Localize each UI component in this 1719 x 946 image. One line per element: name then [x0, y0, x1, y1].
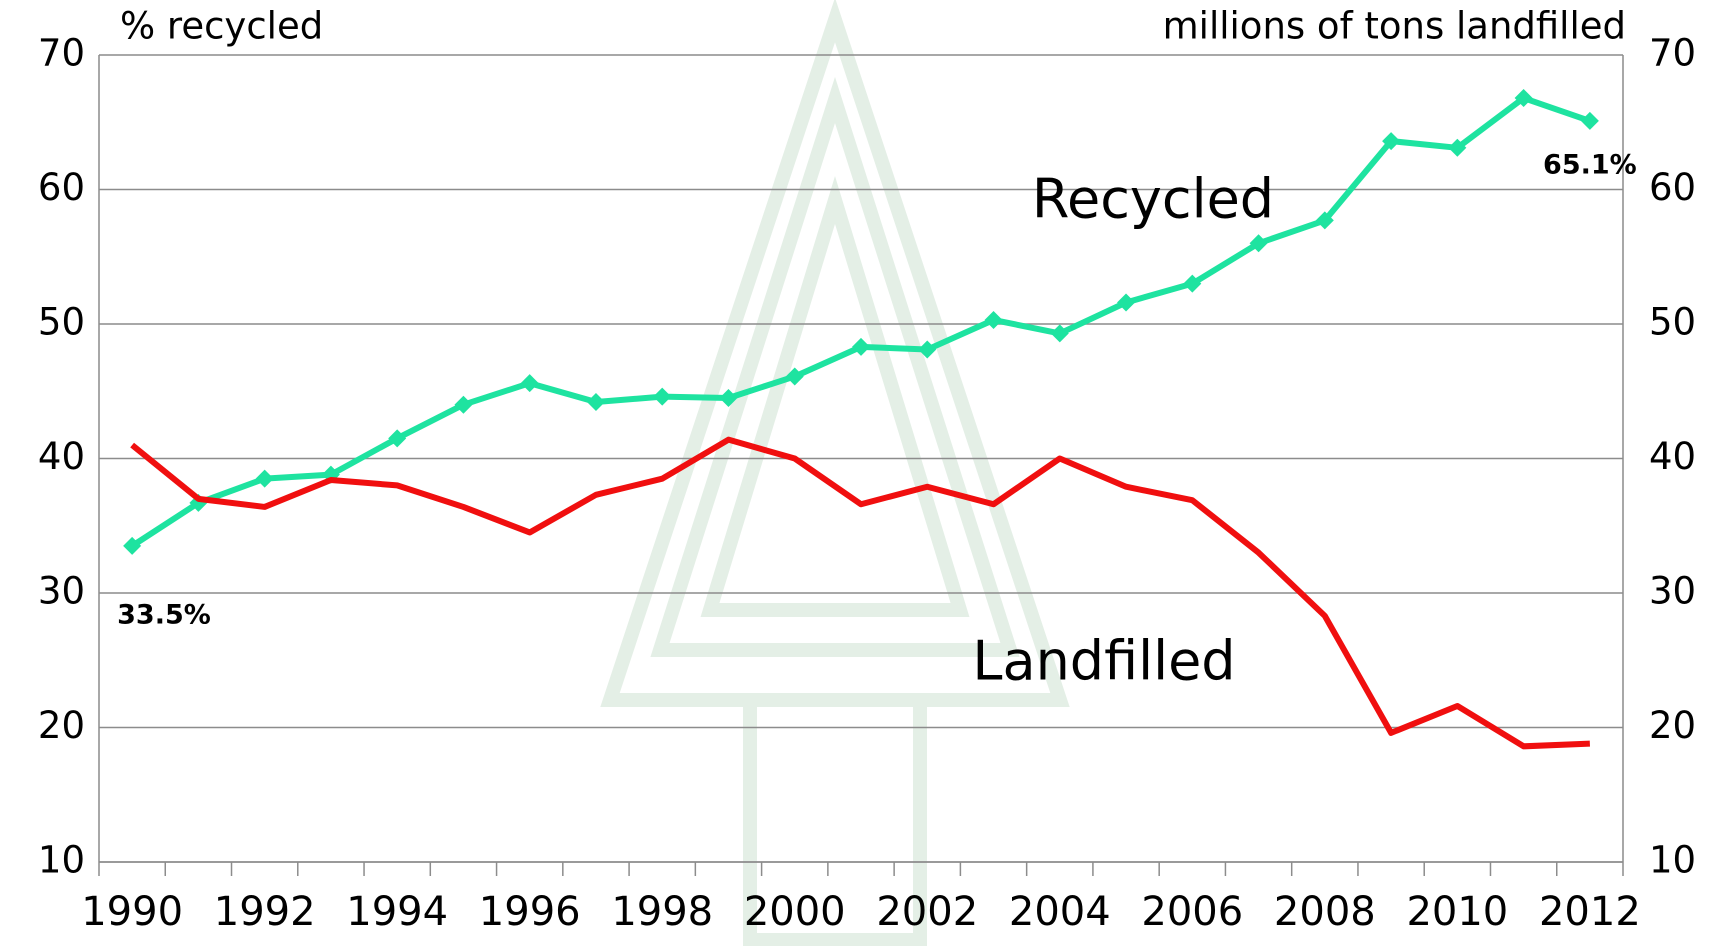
marker: [1382, 132, 1401, 151]
x-tick-label: 2010: [1406, 889, 1508, 935]
marker: [1514, 89, 1533, 108]
marker: [586, 393, 605, 412]
y2-axis-label: millions of tons landfilled: [1163, 5, 1626, 48]
x-tick-label: 2000: [744, 889, 846, 935]
y-tick-label: 40: [38, 435, 85, 478]
data-label: 65.1%: [1543, 149, 1637, 180]
x-tick-label: 1998: [611, 889, 713, 935]
marker: [520, 374, 539, 393]
marker: [1315, 211, 1334, 230]
x-tick-label: 2006: [1141, 889, 1243, 935]
marker: [1580, 111, 1599, 130]
marker: [1249, 234, 1268, 253]
y2-tick-label: 10: [1649, 839, 1696, 882]
marker: [1050, 324, 1069, 343]
y2-tick-label: 40: [1649, 435, 1696, 478]
marker: [123, 536, 142, 555]
series-label: Recycled: [1032, 168, 1274, 231]
x-tick-label: 1992: [214, 889, 316, 935]
y-tick-label: 60: [38, 166, 85, 209]
x-tick-label: 1994: [346, 889, 448, 935]
y2-tick-label: 50: [1649, 301, 1696, 344]
y-tick-label: 70: [38, 32, 85, 75]
data-label: 33.5%: [117, 599, 211, 630]
marker: [255, 469, 274, 488]
x-tick-label: 2012: [1539, 889, 1641, 935]
watermark: [600, 0, 1070, 946]
marker: [1183, 274, 1202, 293]
y2-tick-label: 70: [1649, 32, 1696, 75]
marker: [918, 340, 937, 359]
series-label: Landfilled: [972, 630, 1235, 693]
marker: [719, 388, 738, 407]
marker: [388, 429, 407, 448]
marker: [1448, 138, 1467, 157]
y-tick-label: 30: [38, 570, 85, 613]
y2-tick-label: 60: [1649, 166, 1696, 209]
x-tick-label: 2008: [1274, 889, 1376, 935]
x-tick-label: 2004: [1009, 889, 1111, 935]
marker: [852, 337, 870, 356]
marker: [984, 310, 1003, 329]
y-tick-label: 50: [38, 301, 85, 344]
x-tick-label: 1996: [479, 889, 581, 935]
marker: [454, 395, 473, 414]
x-tick-label: 2002: [876, 889, 978, 935]
y2-tick-label: 20: [1649, 704, 1696, 747]
marker: [1117, 293, 1136, 312]
y-tick-label: 20: [38, 704, 85, 747]
marker: [653, 387, 672, 406]
marker: [785, 367, 804, 386]
y2-tick-label: 30: [1649, 570, 1696, 613]
x-tick-label: 1990: [81, 889, 183, 935]
y-tick-label: 10: [38, 839, 85, 882]
series-line: [130, 436, 1590, 750]
y-axis-label: % recycled: [120, 5, 323, 48]
